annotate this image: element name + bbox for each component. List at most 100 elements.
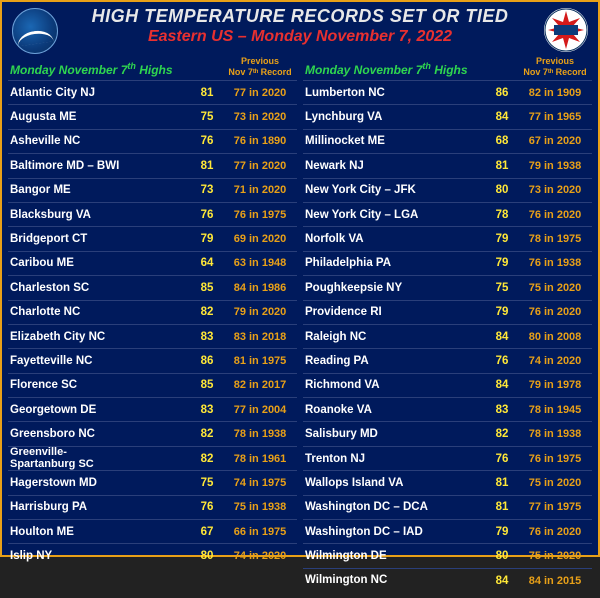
right-column: Monday November 7th Highs Previous Nov 7…	[303, 48, 592, 592]
high-temp-cell: 86	[191, 355, 223, 367]
table-row: Georgetown DE8377 in 2004	[8, 398, 297, 422]
previous-record-cell: 73 in 2020	[223, 111, 297, 123]
table-row: Washington DC – DCA8177 in 1975	[303, 496, 592, 520]
city-cell: Wallops Island VA	[303, 477, 486, 489]
left-column: Monday November 7th Highs Previous Nov 7…	[8, 48, 297, 592]
previous-record-cell: 71 in 2020	[223, 184, 297, 196]
header: HIGH TEMPERATURE RECORDS SET OR TIED Eas…	[2, 2, 598, 48]
previous-record-cell: 76 in 1975	[518, 453, 592, 465]
previous-record-cell: 76 in 2020	[518, 526, 592, 538]
city-cell: Elizabeth City NC	[8, 331, 191, 343]
city-cell: Bangor ME	[8, 184, 191, 196]
previous-record-cell: 76 in 2020	[518, 209, 592, 221]
table-row: Richmond VA8479 in 1978	[303, 374, 592, 398]
table-row: Lumberton NC8682 in 1909	[303, 81, 592, 105]
previous-record-cell: 77 in 2004	[223, 404, 297, 416]
city-cell: Trenton NJ	[303, 453, 486, 465]
table-row: Caribou ME6463 in 1948	[8, 252, 297, 276]
high-temp-cell: 76	[191, 501, 223, 513]
previous-record-cell: 83 in 2018	[223, 331, 297, 343]
table-row: Baltimore MD – BWI8177 in 2020	[8, 154, 297, 178]
previous-record-cell: 74 in 2020	[223, 550, 297, 562]
city-cell: Wilmington DE	[303, 550, 486, 562]
previous-record-cell: 76 in 1890	[223, 135, 297, 147]
city-cell: Providence RI	[303, 306, 486, 318]
high-temp-cell: 75	[486, 282, 518, 294]
city-cell: Hagerstown MD	[8, 477, 191, 489]
high-temp-cell: 82	[191, 428, 223, 440]
previous-record-cell: 77 in 2020	[223, 160, 297, 172]
previous-record-cell: 78 in 1975	[518, 233, 592, 245]
table-row: Millinocket ME6867 in 2020	[303, 130, 592, 154]
nws-logo-icon	[544, 8, 588, 52]
table-row: Philadelphia PA7976 in 1938	[303, 252, 592, 276]
title-subtitle: Eastern US – Monday November 7, 2022	[2, 28, 598, 46]
high-temp-cell: 84	[486, 111, 518, 123]
table-row: Raleigh NC8480 in 2008	[303, 325, 592, 349]
table-row: Bangor ME7371 in 2020	[8, 179, 297, 203]
noaa-logo-icon	[12, 8, 58, 54]
data-columns: Monday November 7th Highs Previous Nov 7…	[2, 48, 598, 598]
previous-record-cell: 77 in 1975	[518, 501, 592, 513]
previous-record-cell: 74 in 1975	[223, 477, 297, 489]
city-cell: Houlton ME	[8, 526, 191, 538]
city-cell: Roanoke VA	[303, 404, 486, 416]
table-row: Bridgeport CT7969 in 2020	[8, 227, 297, 251]
previous-record-cell: 75 in 2020	[518, 550, 592, 562]
high-temp-cell: 79	[486, 526, 518, 538]
table-row: Poughkeepsie NY7575 in 2020	[303, 276, 592, 300]
high-temp-cell: 76	[191, 135, 223, 147]
high-temp-cell: 78	[486, 209, 518, 221]
table-row: Augusta ME7573 in 2020	[8, 105, 297, 129]
city-cell: Greensboro NC	[8, 428, 191, 440]
high-temp-cell: 81	[486, 501, 518, 513]
high-temp-cell: 85	[191, 379, 223, 391]
city-cell: Georgetown DE	[8, 404, 191, 416]
table-row: Harrisburg PA7675 in 1938	[8, 496, 297, 520]
high-temp-cell: 82	[191, 306, 223, 318]
high-temp-cell: 80	[486, 550, 518, 562]
city-cell: Islip NY	[8, 550, 191, 562]
previous-record-cell: 80 in 2008	[518, 331, 592, 343]
column-header-previous: Previous Nov 7ᵗʰ Record	[518, 56, 592, 80]
table-row: Houlton ME6766 in 1975	[8, 520, 297, 544]
city-cell: Norfolk VA	[303, 233, 486, 245]
city-cell: Millinocket ME	[303, 135, 486, 147]
table-row: Trenton NJ7676 in 1975	[303, 447, 592, 471]
previous-record-cell: 66 in 1975	[223, 526, 297, 538]
high-temp-cell: 79	[486, 306, 518, 318]
table-row: Blacksburg VA7676 in 1975	[8, 203, 297, 227]
table-row: New York City – JFK8073 in 2020	[303, 179, 592, 203]
high-temp-cell: 83	[191, 404, 223, 416]
high-temp-cell: 84	[486, 379, 518, 391]
city-cell: Blacksburg VA	[8, 209, 191, 221]
high-temp-cell: 82	[486, 428, 518, 440]
previous-record-cell: 82 in 1909	[518, 87, 592, 99]
previous-record-cell: 76 in 1938	[518, 257, 592, 269]
city-cell: New York City – JFK	[303, 184, 486, 196]
previous-record-cell: 63 in 1948	[223, 257, 297, 269]
table-row: Lynchburg VA8477 in 1965	[303, 105, 592, 129]
previous-record-cell: 79 in 1938	[518, 160, 592, 172]
city-cell: Charlotte NC	[8, 306, 191, 318]
table-row: Reading PA7674 in 2020	[303, 349, 592, 373]
high-temp-cell: 79	[486, 257, 518, 269]
high-temp-cell: 81	[486, 477, 518, 489]
city-cell: Washington DC – IAD	[303, 526, 486, 538]
table-row: Washington DC – IAD7976 in 2020	[303, 520, 592, 544]
table-row: Florence SC8582 in 2017	[8, 374, 297, 398]
previous-record-cell: 78 in 1938	[518, 428, 592, 440]
city-cell: Richmond VA	[303, 379, 486, 391]
table-row: Salisbury MD8278 in 1938	[303, 422, 592, 446]
high-temp-cell: 76	[486, 355, 518, 367]
city-cell: Bridgeport CT	[8, 233, 191, 245]
table-row: Roanoke VA8378 in 1945	[303, 398, 592, 422]
high-temp-cell: 83	[191, 331, 223, 343]
previous-record-cell: 69 in 2020	[223, 233, 297, 245]
city-cell: Caribou ME	[8, 257, 191, 269]
table-row: Asheville NC7676 in 1890	[8, 130, 297, 154]
title-main: HIGH TEMPERATURE RECORDS SET OR TIED	[2, 6, 598, 27]
city-cell: Charleston SC	[8, 282, 191, 294]
column-header-row: Monday November 7th Highs Previous Nov 7…	[303, 48, 592, 81]
city-cell: Florence SC	[8, 379, 191, 391]
